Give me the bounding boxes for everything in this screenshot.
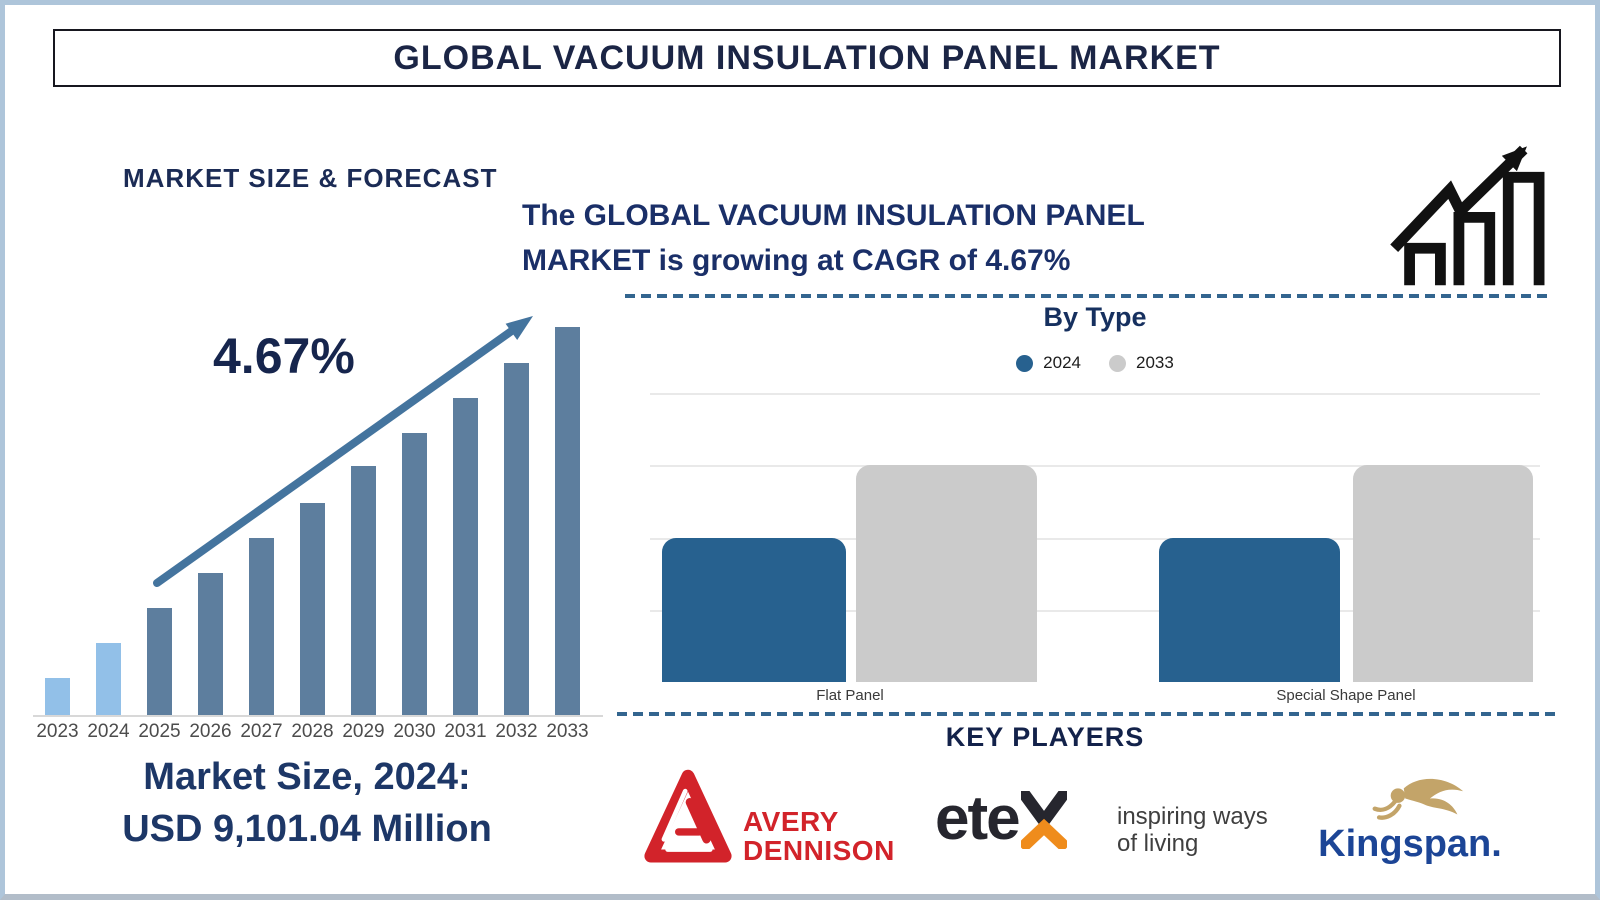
- page-title: GLOBAL VACUUM INSULATION PANEL MARKET: [393, 38, 1221, 77]
- legend-label-2033: 2033: [1136, 353, 1174, 372]
- year-label-2032: 2032: [495, 721, 538, 742]
- year-label-2030: 2030: [393, 721, 436, 742]
- forecast-bar-2025: [147, 608, 172, 716]
- forecast-bar-2033: [555, 327, 580, 716]
- category-label-flat-panel: Flat Panel: [816, 687, 884, 704]
- year-label-2024: 2024: [87, 721, 130, 742]
- kingspan-lion-icon: [1372, 778, 1464, 820]
- forecast-bar-chart: [45, 327, 581, 716]
- x-axis-line: [33, 715, 603, 717]
- dashed-separator-top: [625, 294, 1547, 298]
- key-players-heading: KEY PLAYERS: [945, 722, 1145, 752]
- category-label-special-shape-panel: Special Shape Panel: [1276, 687, 1416, 704]
- forecast-bar-2032: [504, 363, 529, 716]
- forecast-bar-2024: [96, 643, 121, 716]
- gridline: [650, 393, 1540, 395]
- year-axis-labels: 2023 2024 2025 2026 2027 2028 2029 2030 2031 2032…: [32, 721, 593, 743]
- dashed-separator-bottom: [617, 712, 1555, 716]
- gridline: [650, 465, 1540, 467]
- kingspan-wordmark: Kingspan.: [1318, 823, 1502, 865]
- year-label-2023: 2023: [36, 721, 79, 742]
- by-type-bar-chart: [650, 388, 1540, 682]
- year-label-2025: 2025: [138, 721, 181, 742]
- etex-x-glyph: [1020, 791, 1067, 849]
- forecast-bar-2031: [453, 398, 478, 716]
- market-size-callout: Market Size, 2024: USD 9,101.04 Million: [57, 751, 557, 855]
- forecast-bar-2026: [198, 573, 223, 716]
- bytype-bar-2033-special-shape-panel: [1353, 465, 1533, 682]
- bytype-bar-2024-special-shape-panel: [1159, 538, 1340, 682]
- legend-dot-2033: [1109, 354, 1126, 372]
- legend-label-2024: 2024: [1043, 353, 1081, 372]
- gridline: [650, 538, 1540, 540]
- gridline: [650, 610, 1540, 612]
- year-label-2028: 2028: [291, 721, 334, 742]
- etex-logo-icon: ete: [935, 783, 1067, 854]
- cagr-headline-line1: The GLOBAL VACUUM INSULATION PANEL: [522, 199, 1145, 232]
- growth-chart-icon: [1390, 145, 1545, 286]
- etex-tagline: inspiring ways of living: [1117, 803, 1268, 857]
- etex-wordmark-letters: ete: [935, 784, 1021, 853]
- forecast-bar-2029: [351, 466, 376, 716]
- cagr-value-label: 4.67%: [213, 328, 355, 384]
- etex-tagline-line2: of living: [1117, 830, 1199, 857]
- avery-line1: AVERY: [743, 806, 839, 837]
- title-box: GLOBAL VACUUM INSULATION PANEL MARKET: [53, 29, 1561, 87]
- trend-arrow-icon: [153, 316, 533, 587]
- forecast-bar-2023: [45, 678, 70, 716]
- by-type-legend: 2024 2033: [650, 353, 1540, 373]
- year-label-2027: 2027: [240, 721, 283, 742]
- market-size-forecast-heading: MARKET SIZE & FORECAST: [123, 163, 498, 193]
- etex-tagline-line1: inspiring ways: [1117, 803, 1268, 830]
- avery-dennison-wordmark: AVERY DENNISON: [743, 807, 895, 865]
- avery-line2: DENNISON: [743, 835, 895, 866]
- legend-item-2033: 2033: [1109, 353, 1174, 373]
- market-size-line2: USD 9,101.04 Million: [122, 808, 492, 850]
- legend-dot-2024: [1016, 354, 1034, 372]
- year-label-2026: 2026: [189, 721, 232, 742]
- forecast-bar-2028: [300, 503, 325, 716]
- forecast-bar-2030: [402, 433, 427, 716]
- bytype-bar-2033-flat-panel: [856, 465, 1037, 682]
- by-type-title: By Type: [1043, 302, 1147, 332]
- forecast-bar-2027: [249, 538, 274, 716]
- market-size-line1: Market Size, 2024:: [143, 756, 471, 798]
- year-label-2031: 2031: [444, 721, 487, 742]
- bytype-bar-2024-flat-panel: [662, 538, 846, 682]
- year-label-2029: 2029: [342, 721, 385, 742]
- legend-item-2024: 2024: [1016, 353, 1081, 373]
- cagr-headline-line2: MARKET is growing at CAGR of 4.67%: [522, 244, 1071, 277]
- year-label-2033: 2033: [546, 721, 589, 742]
- avery-dennison-logo-icon: [644, 769, 732, 863]
- cagr-headline: The GLOBAL VACUUM INSULATION PANEL MARKE…: [522, 193, 1342, 283]
